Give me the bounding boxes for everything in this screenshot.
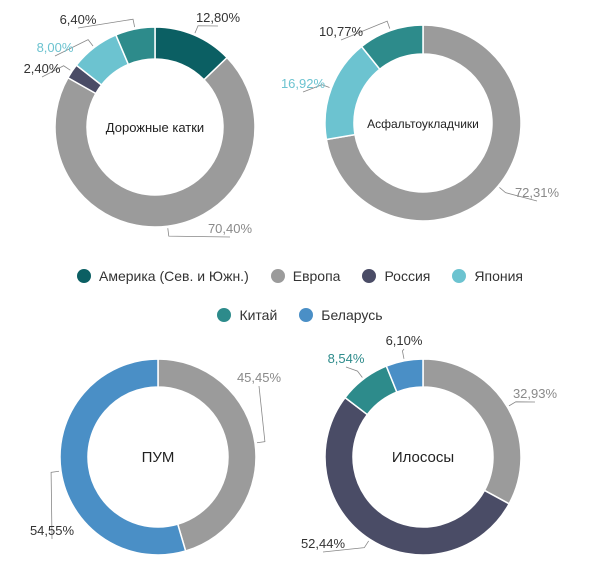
slice-label: 54,55% bbox=[30, 523, 75, 538]
legend-item-belarus: Беларусь bbox=[299, 307, 383, 323]
slice-label: 16,92% bbox=[281, 76, 326, 91]
leader-line bbox=[402, 348, 405, 359]
donut-slice bbox=[54, 56, 256, 228]
leader-line bbox=[77, 18, 136, 29]
leader-line bbox=[50, 470, 60, 540]
legend-row-1: Америка (Сев. и Южн.) Европа Россия Япон… bbox=[0, 268, 600, 284]
leader-line bbox=[302, 84, 330, 93]
donut-center-title: Илососы bbox=[392, 449, 454, 466]
legend-swatch bbox=[270, 269, 285, 283]
slice-label: 72,31% bbox=[515, 185, 560, 200]
donut-slice bbox=[360, 24, 424, 71]
slice-label: 32,93% bbox=[513, 386, 558, 401]
donut-slice bbox=[385, 358, 424, 394]
slice-label: 52,44% bbox=[301, 536, 346, 551]
legend-item-europe: Европа bbox=[270, 268, 341, 284]
legend-label: Россия bbox=[384, 268, 431, 284]
donut-chart-1: 12,80% 70,40% 2,40% 8,00% 6,40% Дорожные катк… bbox=[24, 10, 256, 238]
leader-line bbox=[256, 385, 266, 444]
leader-line bbox=[54, 39, 94, 57]
leader-line bbox=[340, 20, 391, 41]
donut-slice bbox=[422, 358, 522, 505]
leader-line bbox=[499, 187, 538, 202]
legend-item-america: Америка (Сев. и Южн.) bbox=[76, 268, 249, 284]
donut-slice bbox=[324, 396, 511, 556]
leader-line bbox=[41, 65, 71, 78]
slice-label: 45,45% bbox=[237, 370, 282, 385]
leader-line bbox=[194, 25, 219, 34]
slice-label: 8,54% bbox=[328, 351, 365, 366]
slice-label: 12,80% bbox=[196, 10, 241, 25]
donut-center-title: Дорожные катки bbox=[106, 120, 204, 135]
legend-label: Китай bbox=[239, 307, 278, 323]
slice-label: 6,40% bbox=[60, 12, 97, 27]
donut-slice bbox=[114, 26, 156, 66]
leader-line bbox=[508, 401, 536, 407]
leader-line bbox=[345, 366, 363, 378]
leader-line bbox=[322, 540, 369, 553]
legend-swatch bbox=[76, 269, 91, 283]
donut-chart-2: 72,31% 16,92% 10,77% Асфальтоукладчики bbox=[281, 20, 560, 222]
donut-slice bbox=[157, 358, 257, 552]
slice-label: 70,40% bbox=[208, 221, 253, 236]
legend-label: Беларусь bbox=[321, 307, 383, 323]
slice-label: 2,40% bbox=[24, 61, 61, 76]
donut-chart-3: 45,45% 54,55% ПУМ bbox=[30, 358, 282, 556]
legend-item-japan: Япония bbox=[452, 268, 523, 284]
donut-center-title: Асфальтоукладчики bbox=[367, 117, 479, 131]
donut-slice bbox=[59, 358, 187, 556]
slice-label: 8,00% bbox=[37, 40, 74, 55]
donut-center-title: ПУМ bbox=[142, 449, 175, 466]
legend-item-russia: Россия bbox=[362, 268, 430, 284]
legend-swatch bbox=[452, 269, 467, 283]
legend-swatch bbox=[362, 269, 377, 283]
legend-swatch bbox=[299, 308, 314, 322]
legend-label: Япония bbox=[474, 268, 523, 284]
legend-label: Европа bbox=[292, 268, 341, 284]
leader-line bbox=[167, 228, 231, 238]
slice-label: 10,77% bbox=[319, 24, 364, 39]
legend-label: Америка (Сев. и Южн.) bbox=[98, 268, 249, 284]
legend-item-china: Китай bbox=[217, 307, 277, 323]
donut-slice bbox=[325, 24, 522, 222]
legend-swatch bbox=[217, 308, 232, 322]
donut-chart-4: 32,93% 52,44% 8,54% 6,10% Илососы bbox=[301, 333, 558, 556]
slice-label: 6,10% bbox=[386, 333, 423, 348]
legend-row-2: Китай Беларусь bbox=[0, 307, 600, 323]
